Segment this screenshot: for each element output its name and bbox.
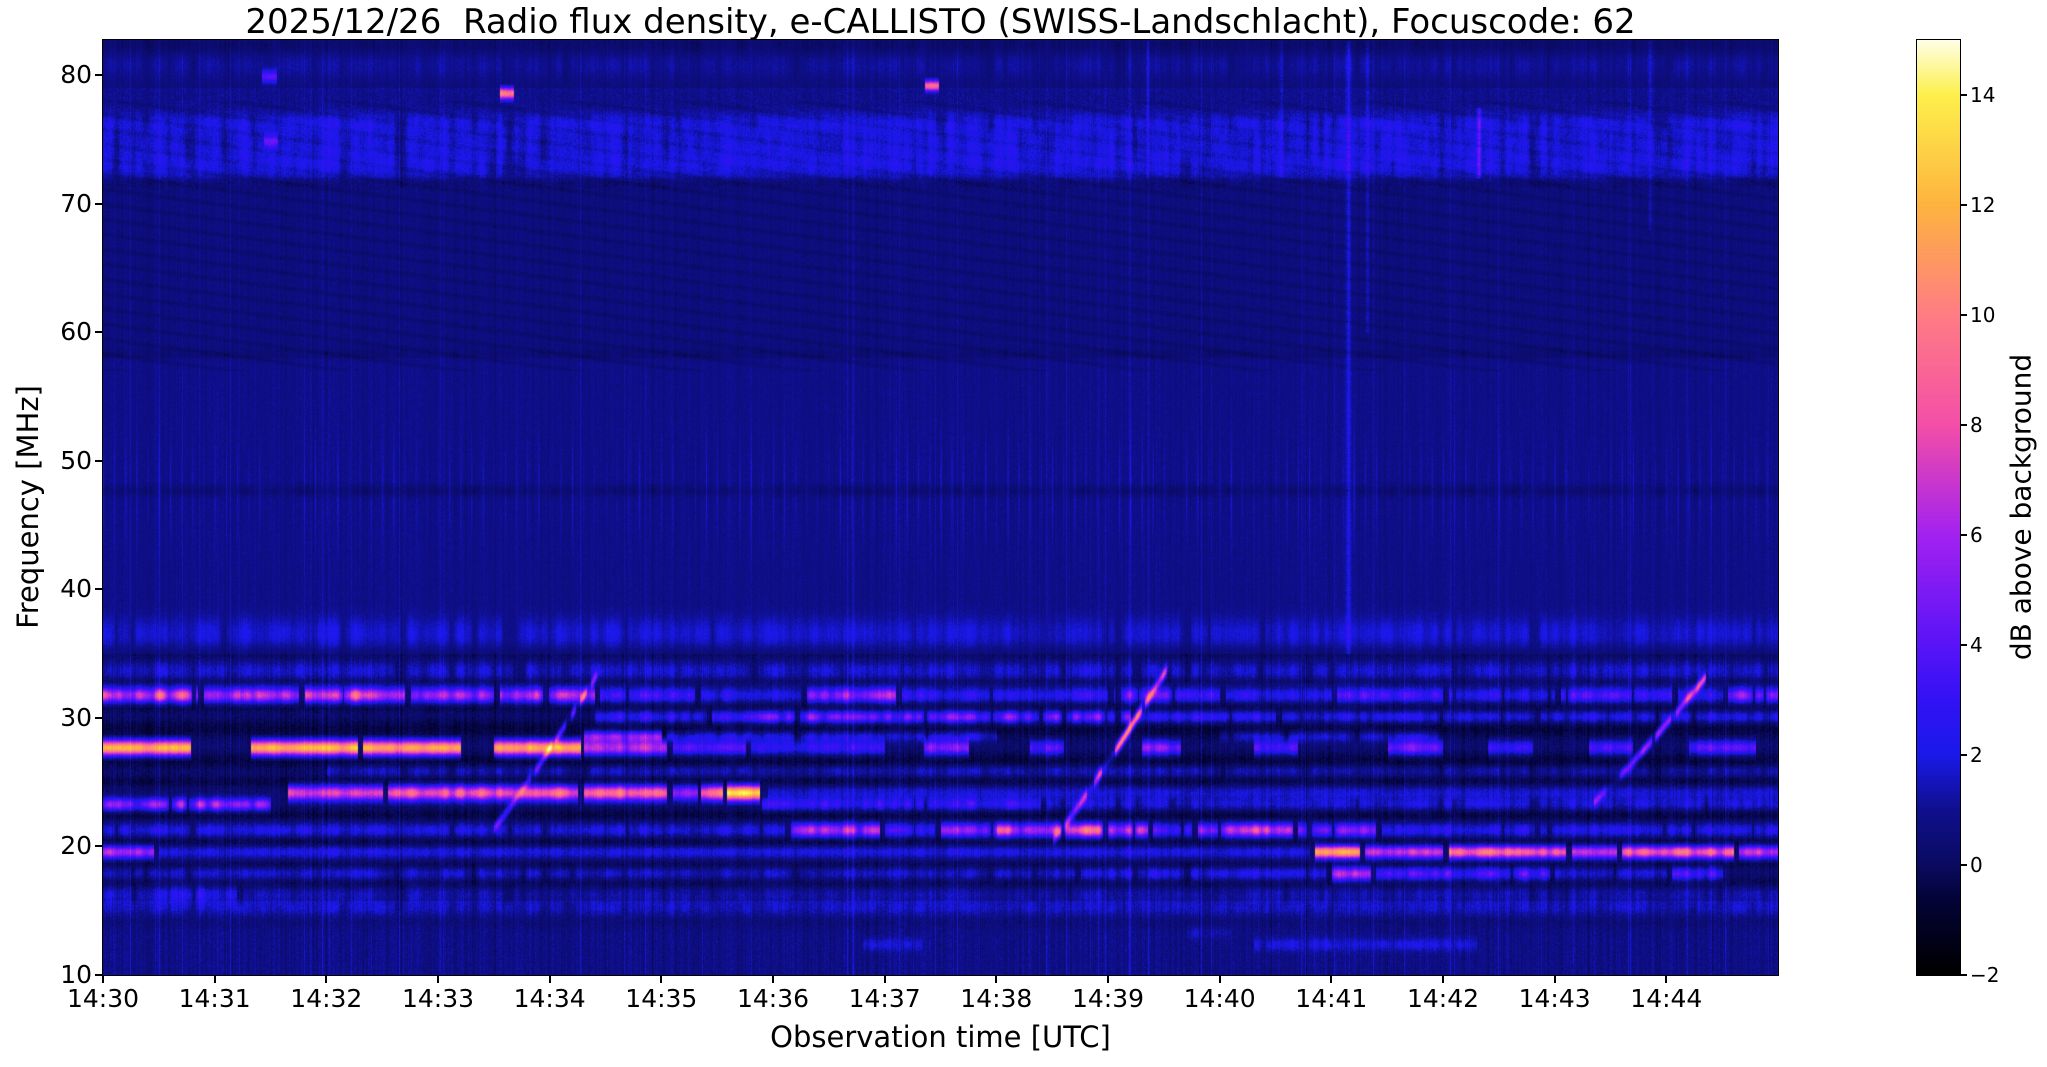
y-tick-label: 50 [60, 445, 92, 475]
y-axis-label: Frequency [MHz] [11, 385, 45, 629]
colorbar-tick-mark [1960, 864, 1967, 866]
x-axis-label: Observation time [UTC] [770, 1020, 1111, 1054]
y-tick-mark [95, 716, 103, 719]
y-tick-mark [95, 331, 103, 334]
colorbar-tick-label: 4 [1970, 633, 1983, 657]
x-tick-label: 14:34 [513, 984, 586, 1013]
x-tick-mark [1553, 975, 1556, 983]
x-tick-mark [1218, 975, 1221, 983]
colorbar-tick-label: 12 [1970, 193, 1996, 217]
colorbar-tick-label: −2 [1970, 963, 2000, 987]
x-tick-label: 14:40 [1183, 984, 1256, 1013]
x-tick-label: 14:32 [290, 984, 363, 1013]
y-tick-mark [95, 588, 103, 591]
x-tick-mark [1107, 975, 1109, 983]
x-tick-mark [772, 975, 774, 983]
chart-title: 2025/12/26 Radio flux density, e-CALLIST… [245, 2, 1636, 42]
y-tick-label: 60 [60, 317, 92, 347]
x-tick-mark [1442, 975, 1444, 983]
colorbar-canvas [1917, 40, 1960, 975]
colorbar-tick-mark [1960, 94, 1967, 96]
x-tick-label: 14:43 [1518, 984, 1591, 1013]
x-tick-label: 14:36 [736, 984, 810, 1013]
colorbar-tick-label: 10 [1970, 303, 1996, 327]
colorbar-tick-mark [1960, 974, 1967, 976]
x-tick-mark [995, 975, 998, 983]
y-tick-mark [95, 845, 103, 848]
colorbar-tick-mark [1960, 314, 1967, 316]
y-tick-label: 40 [60, 574, 92, 604]
x-tick-label: 14:31 [178, 984, 251, 1013]
x-tick-mark [1665, 975, 1668, 983]
y-tick-mark [95, 202, 103, 205]
colorbar-tick-mark [1960, 644, 1967, 646]
x-tick-mark [102, 975, 104, 983]
y-tick-mark [95, 459, 103, 462]
colorbar-tick-mark [1960, 754, 1967, 756]
colorbar-label: dB above background [2004, 353, 2038, 661]
y-tick-label: 80 [60, 59, 92, 89]
x-tick-mark [548, 975, 551, 983]
spectrogram-canvas [103, 40, 1778, 975]
y-tick-label: 30 [60, 702, 92, 732]
x-tick-label: 14:42 [1406, 984, 1480, 1013]
y-tick-label: 10 [60, 960, 92, 989]
colorbar-tick-label: 0 [1970, 853, 1983, 877]
y-tick-mark [95, 974, 103, 976]
x-tick-label: 14:38 [960, 984, 1033, 1013]
x-tick-mark [883, 975, 886, 983]
spectrogram-plot [103, 40, 1778, 975]
x-tick-label: 14:41 [1295, 984, 1368, 1013]
colorbar-tick-mark [1960, 204, 1967, 206]
colorbar-tick-mark [1960, 534, 1967, 536]
x-tick-label: 14:39 [1071, 984, 1145, 1013]
x-tick-mark [437, 975, 439, 983]
x-tick-mark [213, 975, 216, 983]
x-tick-label: 14:44 [1630, 984, 1703, 1013]
x-tick-label: 14:30 [66, 984, 140, 1013]
colorbar-tick-label: 14 [1970, 83, 1996, 107]
x-tick-label: 14:37 [848, 984, 921, 1013]
colorbar-tick-label: 6 [1970, 523, 1983, 547]
y-tick-label: 70 [60, 188, 92, 218]
x-tick-mark [660, 975, 663, 983]
colorbar-tick-label: 2 [1970, 743, 1983, 767]
x-tick-label: 14:35 [625, 984, 698, 1013]
colorbar-tick-mark [1960, 424, 1967, 426]
x-tick-mark [325, 975, 328, 983]
colorbar [1917, 40, 1960, 975]
x-tick-label: 14:33 [401, 984, 475, 1013]
y-tick-label: 20 [60, 831, 92, 861]
x-tick-mark [1330, 975, 1333, 983]
y-tick-mark [95, 73, 103, 76]
colorbar-tick-label: 8 [1970, 413, 1983, 437]
